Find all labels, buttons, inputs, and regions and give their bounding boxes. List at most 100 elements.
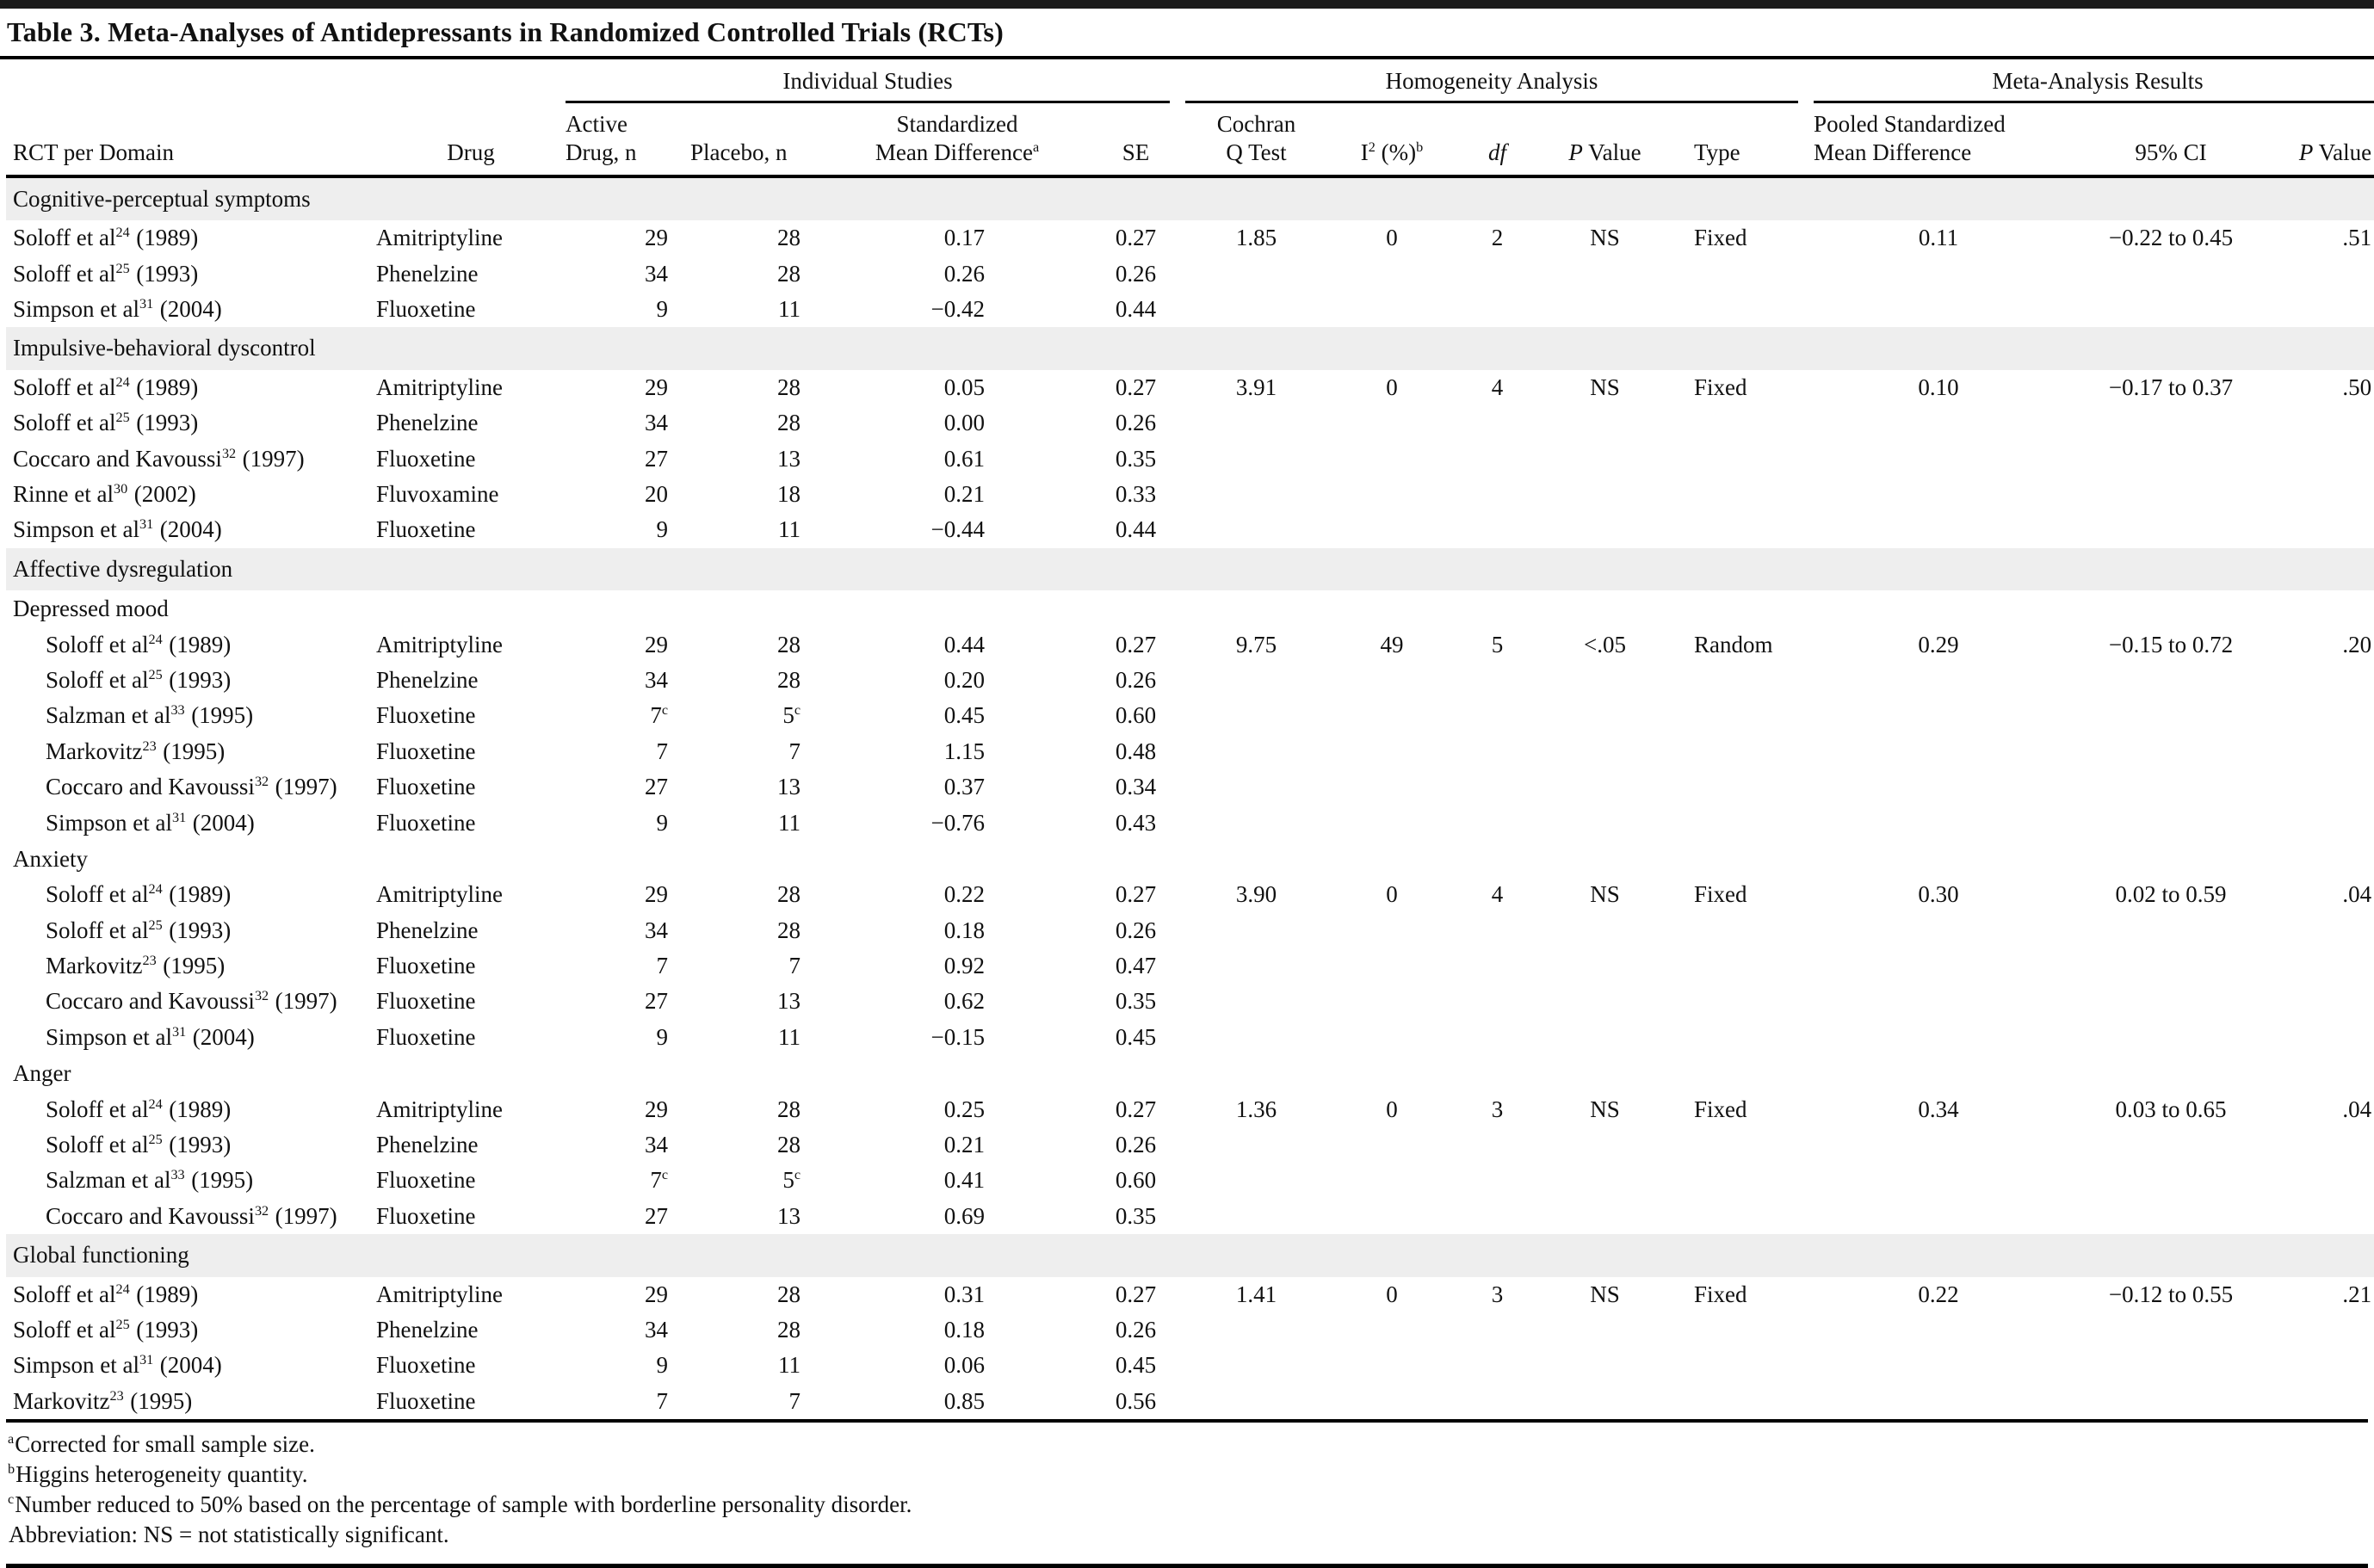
- cell-active-drug-n: 34: [645, 1132, 668, 1158]
- footnote-marker-c: c: [661, 702, 668, 719]
- cell-pooled-standardized-mean-difference: [1814, 769, 2063, 805]
- col-pooled-standardized-mean-difference: Pooled Standardized Mean Difference: [1814, 103, 2064, 178]
- cell-active-drug-n: 34: [645, 260, 668, 287]
- cell-study: Simpson et al31 (2004): [6, 292, 376, 327]
- cell-standardized-mean-difference: 0.85: [943, 1387, 985, 1414]
- study-reference-number: 32: [254, 1202, 269, 1219]
- cell-study: Soloff et al25 (1993): [6, 1312, 376, 1348]
- cell-drug: Fluoxetine: [376, 516, 476, 543]
- section-header-row: Affective dysregulation: [6, 547, 2374, 591]
- cell-se: 0.27: [1115, 1281, 1157, 1307]
- cell-pooled-standardized-mean-difference: [1814, 1199, 2063, 1234]
- cell-meta-p-value: [2278, 734, 2374, 769]
- cell-standardized-mean-difference: 0.20: [943, 666, 985, 693]
- study-reference-number: 24: [148, 1096, 163, 1112]
- cell-cochran-q-test: [1185, 1020, 1327, 1055]
- col-i-squared: I2 (%)b: [1327, 103, 1456, 178]
- cell-active-drug-n: 29: [645, 373, 668, 400]
- study-row: Soloff et al25 (1993) Phenelzine 34 28 0.…: [6, 1312, 2374, 1348]
- cell-meta-p-value: .04: [2342, 1096, 2372, 1122]
- cell-se: 0.27: [1115, 1096, 1157, 1122]
- cell-placebo-n: 28: [777, 373, 801, 400]
- cell-drug: Phenelzine: [376, 410, 479, 436]
- cell-95-ci: [2063, 769, 2278, 805]
- cell-df: 4: [1491, 881, 1504, 908]
- study-name: Simpson et al: [46, 809, 172, 836]
- cell-95-ci: [2063, 441, 2278, 477]
- cell-standardized-mean-difference: −0.76: [930, 809, 985, 836]
- cell-placebo-n: 28: [777, 666, 801, 693]
- cell-meta-p-value: [2278, 1348, 2374, 1383]
- study-name: Coccaro and Kavoussi: [46, 988, 255, 1015]
- cell-i-squared: 0: [1386, 225, 1398, 251]
- cell-placebo-n: 11: [778, 809, 801, 836]
- study-row: Soloff et al25 (1993) Phenelzine 34 28 0.…: [6, 913, 2374, 948]
- study-reference-number: 32: [254, 988, 269, 1004]
- group-meta-analysis-results-label: Meta-Analysis Results: [1814, 66, 2374, 103]
- cell-meta-p-value: [2278, 1020, 2374, 1055]
- section-header-cell: Affective dysregulation: [6, 547, 2374, 591]
- study-row: Soloff et al24 (1989) Amitriptyline 29 28…: [6, 1092, 2374, 1127]
- cell-95-ci: [2063, 1384, 2278, 1419]
- cell-active-drug-n: 27: [645, 445, 668, 472]
- study-year: (1993): [169, 666, 232, 693]
- cell-i-squared: [1327, 948, 1456, 984]
- cell-se: 0.27: [1115, 373, 1157, 400]
- study-reference-number: 25: [115, 410, 130, 426]
- study-name: Coccaro and Kavoussi: [13, 445, 222, 472]
- study-name: Soloff et al: [13, 225, 116, 251]
- cell-pooled-standardized-mean-difference: [1814, 984, 2063, 1019]
- cell-standardized-mean-difference: 0.21: [943, 1132, 985, 1158]
- cell-df: [1456, 806, 1538, 841]
- study-name: Markovitz: [13, 1387, 110, 1414]
- cell-type: [1672, 1312, 1814, 1348]
- study-name: Soloff et al: [46, 1132, 149, 1158]
- col-se: SE: [1086, 103, 1185, 178]
- cell-df: [1456, 1312, 1538, 1348]
- study-name: Soloff et al: [46, 666, 149, 693]
- study-name: Soloff et al: [13, 260, 116, 287]
- cell-drug: Phenelzine: [376, 917, 479, 943]
- cell-study: Soloff et al24 (1989): [6, 220, 376, 256]
- group-homogeneity-analysis: Homogeneity Analysis: [1185, 59, 1814, 103]
- study-row: Coccaro and Kavoussi32 (1997) Fluoxetine …: [6, 769, 2374, 805]
- cell-p-value: [1538, 984, 1672, 1019]
- study-name: Rinne et al: [13, 481, 114, 507]
- study-reference-number: 31: [139, 1352, 154, 1368]
- cell-meta-p-value: .51: [2342, 225, 2372, 251]
- cell-df: [1456, 405, 1538, 441]
- study-year: (1995): [163, 738, 226, 764]
- cell-p-value: [1538, 1348, 1672, 1383]
- cell-cochran-q-test: 1.36: [1235, 1096, 1277, 1122]
- study-year: (1989): [136, 373, 199, 400]
- study-reference-number: 31: [172, 809, 187, 825]
- meta-analysis-table: Individual Studies Homogeneity Analysis …: [6, 59, 2374, 1419]
- cell-se: 0.56: [1115, 1387, 1157, 1414]
- cell-type: Fixed: [1694, 373, 1747, 400]
- cell-study: Markovitz23 (1995): [6, 948, 376, 984]
- cell-se: 0.45: [1115, 1023, 1157, 1050]
- cell-active-drug-n: 9: [656, 1023, 669, 1050]
- section-label: Affective dysregulation: [13, 555, 233, 582]
- section-header-cell: Global functioning: [6, 1234, 2374, 1277]
- study-year: (2002): [133, 481, 196, 507]
- section-header-row: Impulsive-behavioral dyscontrol: [6, 327, 2374, 370]
- cell-placebo-n: 5c: [782, 1167, 801, 1194]
- cell-study: Coccaro and Kavoussi32 (1997): [6, 441, 376, 477]
- cell-cochran-q-test: [1185, 1199, 1327, 1234]
- study-name: Soloff et al: [46, 917, 149, 943]
- study-row: Soloff et al25 (1993) Phenelzine 34 28 0.…: [6, 663, 2374, 698]
- study-reference-number: 24: [148, 631, 163, 647]
- cell-df: [1456, 477, 1538, 512]
- cell-pooled-standardized-mean-difference: 0.11: [1918, 225, 1959, 251]
- cell-meta-p-value: [2278, 806, 2374, 841]
- cell-i-squared: [1327, 769, 1456, 805]
- cell-placebo-n: 28: [777, 225, 801, 251]
- cell-df: 2: [1491, 225, 1504, 251]
- cell-standardized-mean-difference: 0.44: [943, 631, 985, 657]
- study-year: (1993): [136, 1316, 199, 1343]
- study-year: (1995): [191, 1167, 254, 1194]
- footnotes: aCorrected for small sample size. bHiggi…: [6, 1419, 2368, 1568]
- cell-type: [1672, 477, 1814, 512]
- cell-cochran-q-test: [1185, 1312, 1327, 1348]
